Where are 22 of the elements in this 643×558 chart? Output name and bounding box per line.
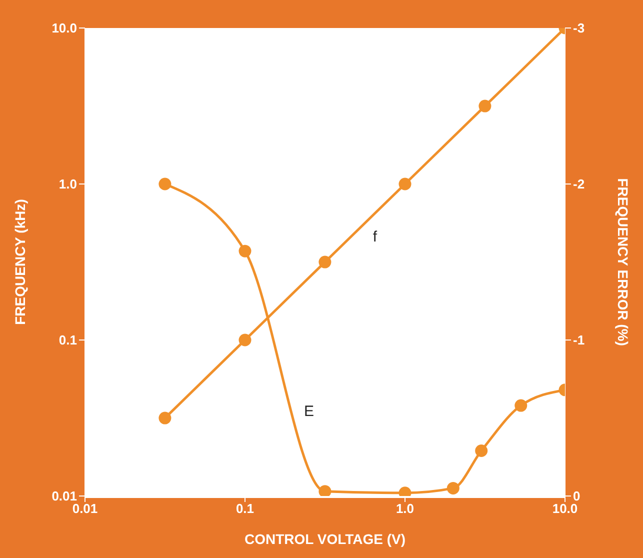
point [478, 100, 492, 112]
x-tick-label: 10.0 [552, 501, 578, 516]
y-tick-label: 1.0 [58, 176, 77, 192]
x-axis-title: CONTROL VOLTAGE (V) [244, 531, 406, 547]
series-label: E [304, 402, 314, 420]
y2-axis-title: FREQUENCY ERROR (%) [615, 178, 632, 346]
point [238, 334, 252, 346]
x-tick-label: 1.0 [396, 501, 414, 516]
point [158, 412, 172, 424]
x-tick-label: 0.1 [236, 501, 254, 516]
y2-tick-label: -1 [573, 332, 585, 348]
point [318, 256, 332, 268]
x-tick-label: 0.01 [72, 501, 98, 516]
y-tick-label: 10.0 [52, 20, 77, 36]
y2-tick-label: -2 [573, 176, 585, 192]
y2-tick-label: 0 [573, 488, 580, 504]
y-tick-label: 0.1 [58, 332, 77, 348]
series-label: f [372, 228, 378, 246]
y2-tick-label: -3 [573, 20, 585, 36]
y-axis-title: FREQUENCY (kHz) [12, 199, 28, 325]
y-tick-label: 0.01 [52, 488, 77, 504]
point [398, 178, 412, 190]
